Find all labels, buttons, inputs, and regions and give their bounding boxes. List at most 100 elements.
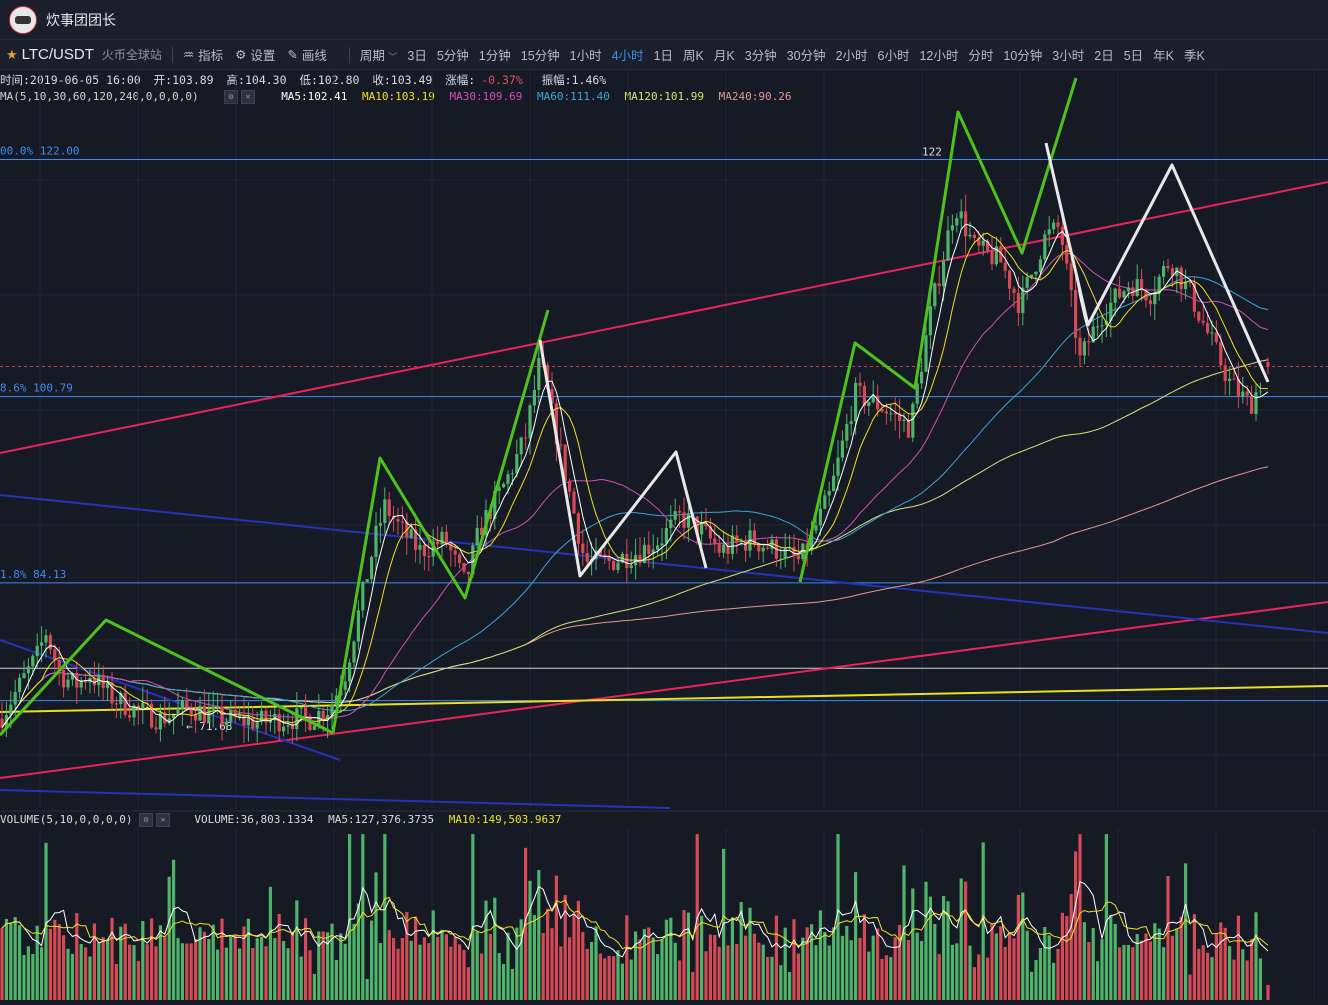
close-icon[interactable]: ✕ — [240, 90, 255, 104]
volume-bar — [194, 939, 198, 1000]
candle-body — [480, 527, 484, 536]
period-option[interactable]: 30分钟 — [786, 49, 826, 63]
period-option[interactable]: 10分钟 — [1003, 49, 1043, 63]
candle-body — [585, 552, 589, 562]
volume-bar — [594, 926, 598, 1000]
period-option[interactable]: 5日 — [1123, 49, 1144, 63]
volume-bar — [1170, 935, 1174, 1000]
candle-body — [132, 705, 136, 718]
period-option[interactable]: 月K — [713, 49, 735, 63]
volume-bars-group — [0, 834, 1270, 1000]
volume-bar — [255, 938, 259, 1000]
period-option[interactable]: 5分钟 — [436, 49, 469, 63]
volume-bar — [977, 954, 981, 1000]
indicator-button[interactable]: ♒ 指标 — [183, 45, 223, 64]
app-title: 炊事团团长 — [46, 11, 116, 28]
candle-body — [242, 714, 246, 726]
period-option[interactable]: 年K — [1153, 49, 1174, 63]
candle-body — [959, 211, 963, 219]
period-option[interactable]: 周K — [683, 49, 704, 63]
candle-body — [524, 437, 528, 439]
candle-body — [1091, 326, 1095, 343]
volume-bar — [664, 919, 668, 1000]
volume-bar — [1065, 916, 1069, 1000]
volume-bar — [352, 923, 356, 1000]
user-avatar[interactable] — [9, 5, 37, 34]
settings-button[interactable]: ⚙ 设置 — [235, 45, 275, 64]
volume-bar — [1254, 912, 1258, 1000]
volume-bar — [788, 972, 792, 1000]
candle-body — [207, 709, 211, 723]
candle-body — [246, 717, 250, 726]
candle-body — [110, 682, 114, 704]
period-option[interactable]: 2日 — [1094, 49, 1114, 63]
period-option[interactable]: 3分钟 — [744, 49, 777, 63]
period-option[interactable]: 6小时 — [877, 49, 910, 63]
favorite-star-icon[interactable]: ★ — [6, 46, 18, 62]
chart-toolbar: ★ LTC/USDT 火币全球站 ♒ 指标 ⚙ 设置 ✎ 画线 周期 ﹀ 3日 5分钟 1… — [0, 40, 1328, 70]
indicator-settings-icon[interactable]: ⚙ — [223, 90, 238, 104]
period-option[interactable]: 12小时 — [919, 49, 959, 63]
candle-body — [92, 677, 96, 686]
period-dropdown[interactable]: 周期 ﹀ — [360, 45, 398, 64]
candle-body — [603, 554, 607, 557]
candle-body — [862, 385, 866, 406]
candle-body — [642, 544, 646, 563]
volume-bar — [40, 947, 44, 1000]
volume-bar — [792, 919, 796, 1000]
volume-bar — [246, 918, 250, 1000]
volume-bar — [62, 935, 66, 1000]
volume-bar — [1232, 959, 1236, 1000]
candle-body — [1188, 281, 1192, 283]
candle-body — [735, 535, 739, 543]
indicator-icon: ♒ — [182, 48, 195, 62]
period-option[interactable]: 15分钟 — [520, 49, 560, 63]
volume-bar — [110, 917, 114, 1000]
candle-body — [264, 710, 268, 723]
candle-body — [660, 543, 664, 546]
period-option[interactable]: 3日 — [407, 49, 427, 63]
volume-bar — [559, 946, 563, 1000]
volume-bar — [475, 931, 479, 1000]
period-option[interactable]: 季K — [1184, 49, 1205, 63]
volume-bar — [836, 834, 840, 1000]
candle-body — [664, 528, 668, 544]
candle-body — [427, 556, 431, 558]
period-option[interactable]: 3小时 — [1052, 49, 1085, 63]
volume-bar — [541, 933, 545, 1000]
indicator-settings-icon[interactable]: ⚙ — [139, 813, 154, 827]
candle-body — [1228, 378, 1232, 381]
period-option[interactable]: 2小时 — [835, 49, 868, 63]
volume-bar — [651, 937, 655, 1000]
candle-body — [1065, 244, 1069, 264]
candle-body — [224, 721, 228, 725]
volume-bar — [431, 910, 435, 1000]
candle-body — [629, 565, 633, 568]
period-option[interactable]: 1小时 — [569, 49, 602, 63]
candle-body — [876, 395, 880, 410]
volume-bar — [229, 936, 233, 1000]
period-label: 周期 — [359, 49, 385, 63]
draw-button[interactable]: ✎ 画线 — [287, 45, 327, 64]
candle-body — [453, 550, 457, 555]
candle-body — [1043, 234, 1047, 260]
candle-body — [796, 555, 800, 560]
candle-body — [378, 523, 382, 526]
volume-bar — [1210, 957, 1214, 1000]
candle-body — [238, 714, 242, 717]
close-icon[interactable]: ✕ — [156, 813, 171, 827]
period-option[interactable]: 4小时 — [611, 49, 644, 63]
period-option[interactable]: 分时 — [968, 49, 994, 63]
candle-body — [194, 714, 198, 721]
volume-bar — [933, 924, 937, 1000]
volume-bar — [761, 944, 765, 1000]
period-option[interactable]: 1分钟 — [478, 49, 511, 63]
volume-bar — [603, 958, 607, 1000]
ma60-value: MA60:111.40 — [537, 90, 610, 103]
volume-bar — [198, 927, 202, 1000]
candle-body — [752, 530, 756, 546]
pair-name[interactable]: LTC/USDT — [21, 46, 94, 63]
period-option[interactable]: 1日 — [653, 49, 674, 63]
ma5-line — [1, 223, 1269, 728]
